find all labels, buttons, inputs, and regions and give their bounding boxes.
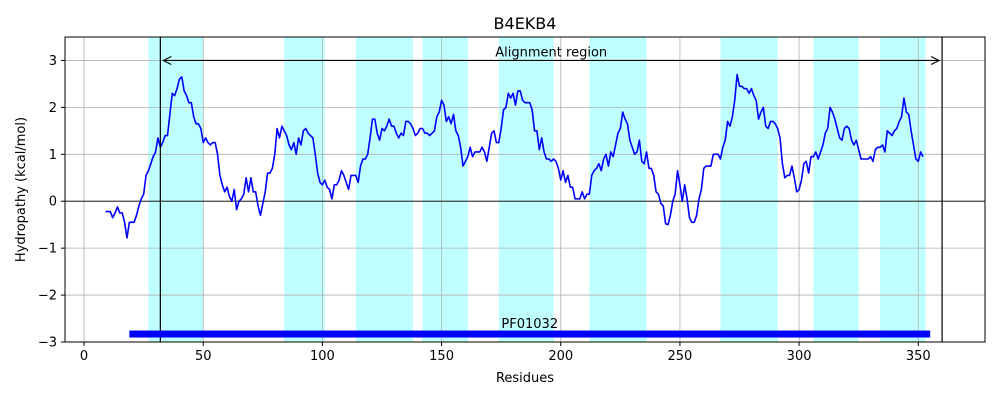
highlight-bands <box>148 37 926 342</box>
arrow-right-head <box>930 55 941 65</box>
annotations: Alignment region PF01032 <box>129 37 943 342</box>
highlight-band <box>720 37 778 342</box>
y-tick-label: 1 <box>49 148 57 163</box>
domain-bar <box>129 330 931 338</box>
series-group <box>105 73 924 239</box>
chart-title: B4EKB4 <box>494 14 557 33</box>
x-tick-label: 350 <box>906 349 931 364</box>
x-axis-label: Residues <box>496 371 554 386</box>
plot-frame <box>64 36 986 343</box>
series-line <box>105 73 924 239</box>
y-axis-label: Hydropathy (kcal/mol) <box>14 117 29 262</box>
highlight-band <box>422 37 468 342</box>
y-tick-label: −1 <box>38 242 57 257</box>
highlight-band <box>355 37 413 342</box>
alignment-region-label: Alignment region <box>495 45 607 60</box>
y-tick-label: 3 <box>49 54 57 69</box>
y-tick-label: 0 <box>49 195 57 210</box>
y-axis-ticks: −3 −2 −1 0 1 2 3 <box>38 54 65 351</box>
highlight-band <box>589 37 647 342</box>
x-tick-label: 100 <box>310 349 335 364</box>
y-tick-label: 2 <box>49 101 57 116</box>
highlight-band <box>284 37 325 342</box>
domain-bar-label: PF01032 <box>501 317 558 332</box>
y-tick-label: −2 <box>38 289 57 304</box>
highlight-band <box>148 37 204 342</box>
highlight-band <box>498 37 554 342</box>
x-tick-label: 150 <box>429 349 454 364</box>
x-tick-label: 0 <box>80 349 88 364</box>
x-axis-ticks: 0 50 100 150 200 250 300 350 <box>80 342 931 364</box>
arrow-left-head <box>162 55 172 65</box>
x-tick-label: 250 <box>668 349 693 364</box>
y-tick-label: −3 <box>38 336 57 351</box>
highlight-band <box>813 37 859 342</box>
x-tick-label: 300 <box>787 349 812 364</box>
x-tick-label: 50 <box>195 349 212 364</box>
x-tick-label: 200 <box>548 349 573 364</box>
